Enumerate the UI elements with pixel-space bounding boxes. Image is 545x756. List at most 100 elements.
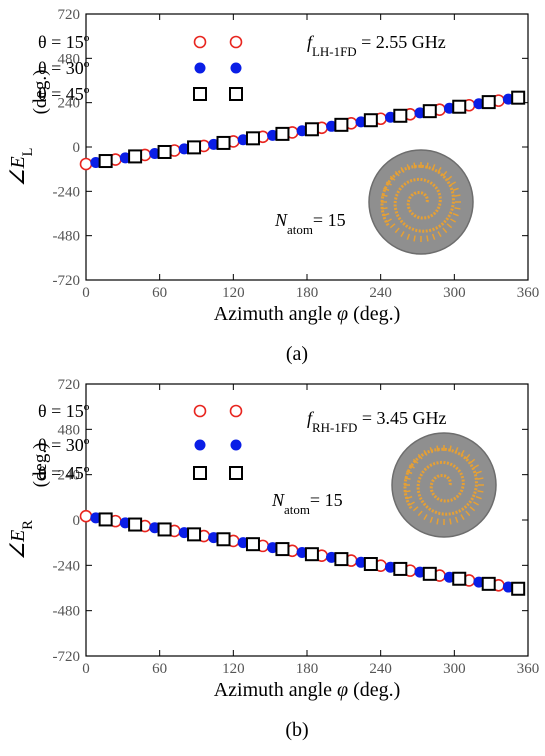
marker bbox=[237, 537, 249, 549]
antenna-stub bbox=[408, 501, 415, 506]
marker bbox=[355, 116, 367, 128]
antenna-stub bbox=[475, 495, 482, 500]
marker bbox=[452, 99, 467, 114]
frequency-annotation-part: = 3.45 GHz bbox=[357, 408, 446, 428]
y-tick-label: 480 bbox=[58, 422, 81, 438]
antenna-stub bbox=[394, 227, 400, 234]
marker bbox=[384, 111, 396, 123]
legend-marker bbox=[193, 404, 207, 418]
antenna-stub bbox=[460, 449, 465, 456]
antenna-stub bbox=[475, 470, 482, 475]
marker bbox=[245, 537, 260, 552]
y-axis-label-part: R bbox=[20, 520, 36, 530]
antenna-stub bbox=[452, 187, 459, 192]
antenna-stub bbox=[381, 194, 388, 197]
y-tick-label: -720 bbox=[53, 649, 81, 665]
antenna-stub bbox=[412, 506, 419, 512]
marker bbox=[275, 126, 290, 141]
atom-annotation-part: = 15 bbox=[310, 490, 343, 510]
x-tick-label: 360 bbox=[517, 661, 540, 677]
antenna-stub bbox=[426, 235, 429, 242]
antenna-stub bbox=[412, 458, 419, 464]
x-tick-label: 300 bbox=[443, 661, 466, 677]
y-tick-label: 0 bbox=[73, 513, 81, 529]
atom-annotation: Natom= 15 bbox=[271, 490, 343, 517]
antenna-stub bbox=[383, 187, 390, 192]
caption: (b) bbox=[285, 719, 308, 741]
marker bbox=[178, 143, 190, 155]
antenna-stub bbox=[446, 175, 453, 181]
marker bbox=[326, 551, 338, 563]
marker bbox=[481, 95, 496, 110]
x-tick-label: 60 bbox=[152, 285, 167, 301]
marker bbox=[208, 532, 220, 544]
marker bbox=[452, 571, 467, 586]
y-tick-label: -480 bbox=[53, 229, 81, 245]
y-tick-label: -240 bbox=[53, 558, 81, 574]
marker bbox=[304, 547, 319, 562]
marker bbox=[267, 129, 279, 141]
antenna-stub bbox=[469, 458, 476, 464]
legend-marker bbox=[230, 62, 242, 74]
antenna-stub bbox=[437, 231, 442, 238]
antenna-stub bbox=[406, 495, 413, 500]
x-tick-label: 120 bbox=[222, 285, 245, 301]
antenna-stub bbox=[465, 453, 471, 460]
antenna-stub bbox=[465, 510, 471, 517]
legend-marker bbox=[194, 62, 206, 74]
antenna-stub bbox=[449, 445, 452, 452]
antenna-stub bbox=[429, 516, 434, 523]
x-tick-label: 240 bbox=[369, 661, 392, 677]
y-axis-label-part: ∠E bbox=[7, 530, 29, 560]
antenna-stub bbox=[437, 166, 442, 173]
marker bbox=[414, 566, 426, 578]
antenna-stub bbox=[442, 227, 448, 234]
y-tick-label: -720 bbox=[53, 273, 81, 289]
atom-annotation-part: atom bbox=[284, 502, 310, 517]
antenna-stub bbox=[385, 181, 392, 186]
antenna-stub bbox=[400, 231, 405, 238]
plot-frame bbox=[85, 13, 529, 281]
marker bbox=[216, 135, 231, 150]
y-axis-label-part: L bbox=[20, 148, 36, 157]
legend-label: θ = 30º bbox=[38, 58, 90, 78]
atom-annotation-part: N bbox=[271, 490, 285, 510]
frequency-annotation-part: f bbox=[307, 32, 315, 52]
atom-annotation-part: atom bbox=[287, 222, 313, 237]
marker bbox=[363, 557, 378, 572]
marker bbox=[393, 108, 408, 123]
antenna-stub bbox=[423, 514, 428, 521]
antenna-stub bbox=[417, 453, 423, 460]
antenna-stub bbox=[383, 212, 390, 217]
marker bbox=[443, 102, 455, 114]
chart-panel: -720 -480 -240 0 240 480 720 0 60 120 180 240 300 360… bbox=[7, 7, 539, 365]
x-axis-label-part: Azimuth angle bbox=[214, 303, 337, 325]
marker bbox=[98, 154, 113, 169]
legend-marker bbox=[229, 466, 243, 480]
legend-label: θ = 45º bbox=[38, 84, 90, 104]
x-tick-label: 180 bbox=[296, 285, 319, 301]
antenna-stub bbox=[436, 518, 439, 525]
antenna-stub bbox=[477, 477, 484, 480]
frequency-annotation-part: RH-1FD bbox=[312, 420, 357, 435]
marker bbox=[296, 546, 308, 558]
marker bbox=[98, 512, 113, 527]
x-tick-label: 240 bbox=[369, 285, 392, 301]
marker bbox=[275, 542, 290, 557]
marker bbox=[422, 104, 437, 119]
antenna-stub bbox=[454, 207, 461, 210]
marker bbox=[414, 107, 426, 119]
legend-label: θ = 15º bbox=[38, 401, 90, 421]
atom-annotation-part: = 15 bbox=[313, 210, 346, 230]
antenna-stub bbox=[477, 490, 484, 493]
x-tick-label: 0 bbox=[82, 661, 90, 677]
y-tick-label: 720 bbox=[58, 7, 81, 23]
antenna-stub bbox=[406, 233, 411, 240]
legend-marker bbox=[229, 404, 243, 418]
legend-label: θ = 45º bbox=[38, 463, 90, 483]
antenna-stub bbox=[454, 516, 459, 523]
antenna-stub bbox=[446, 223, 453, 229]
marker bbox=[157, 522, 172, 537]
marker bbox=[237, 134, 249, 146]
